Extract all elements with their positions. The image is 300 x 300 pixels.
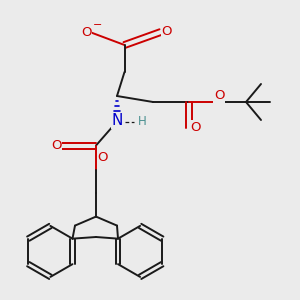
Text: N: N	[111, 113, 123, 128]
Text: H: H	[137, 115, 146, 128]
Text: O: O	[51, 139, 62, 152]
Text: O: O	[81, 26, 92, 39]
Text: O: O	[190, 121, 201, 134]
Text: O: O	[98, 151, 108, 164]
Text: O: O	[161, 25, 172, 38]
Text: O: O	[214, 89, 224, 102]
Text: −: −	[93, 20, 102, 30]
